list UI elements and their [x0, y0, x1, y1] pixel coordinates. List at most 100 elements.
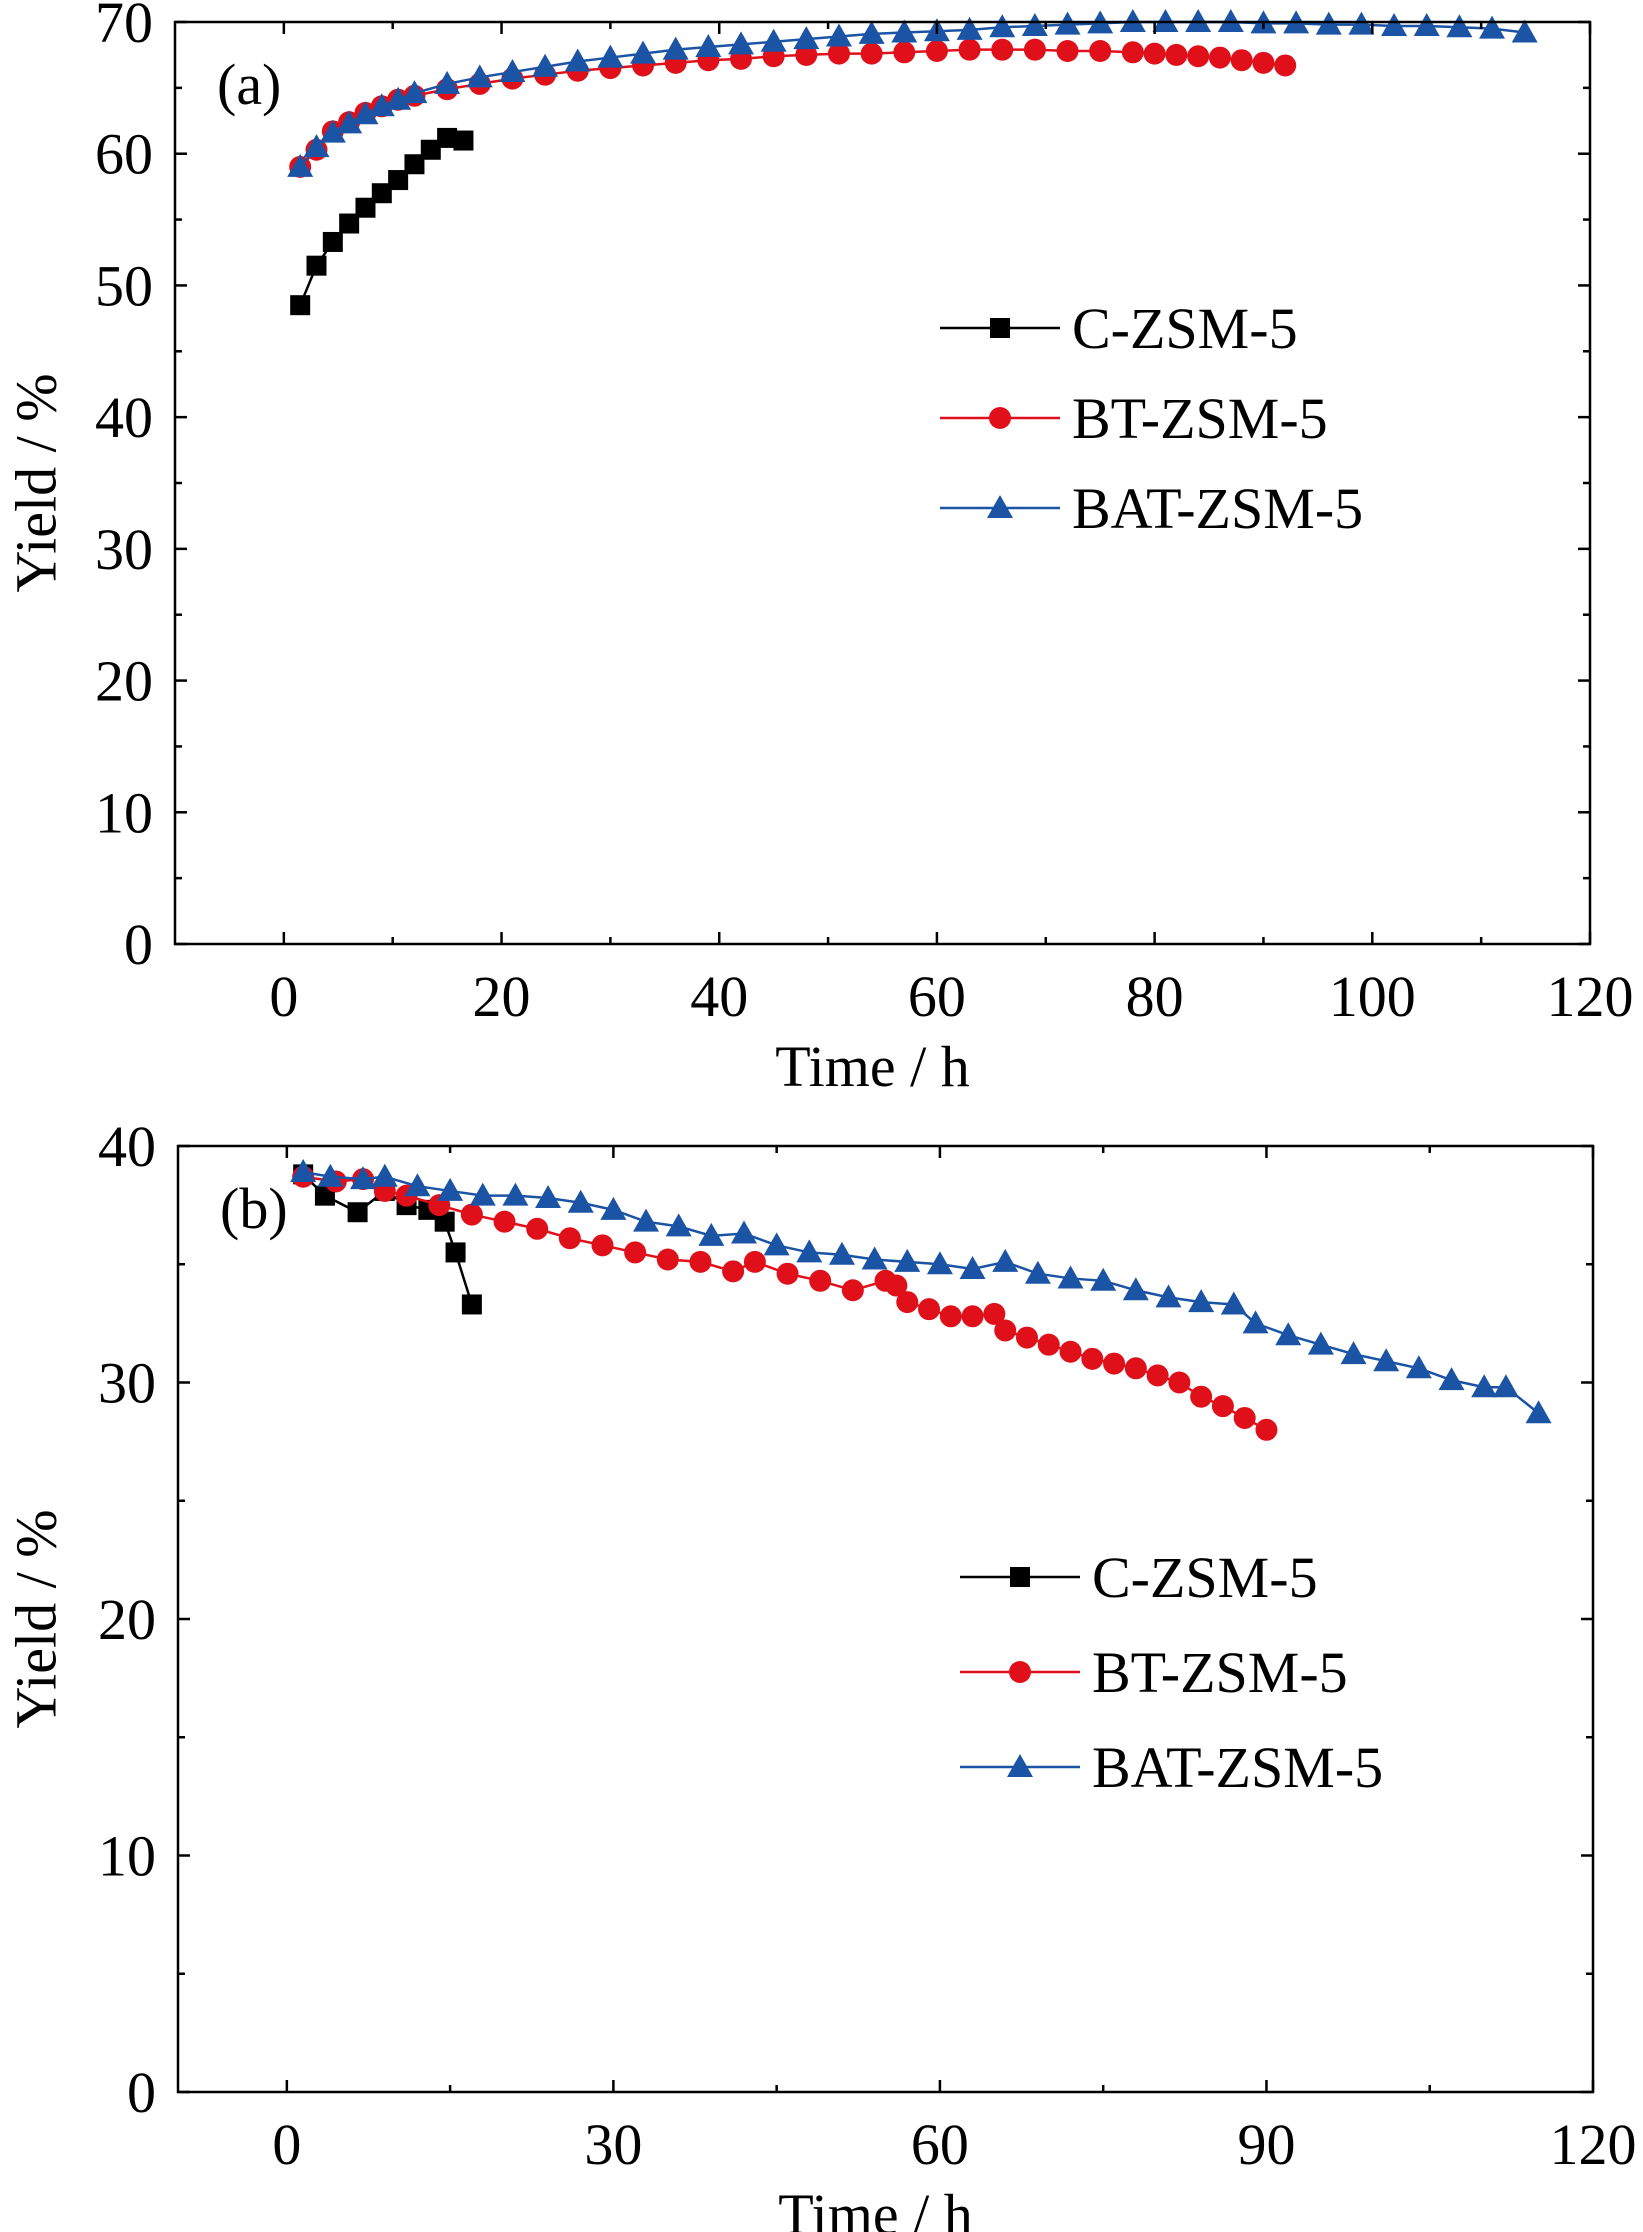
- data-point: [1211, 1395, 1234, 1418]
- data-point: [860, 42, 883, 65]
- data-point: [763, 1232, 790, 1256]
- legend-label: C-ZSM-5: [1072, 296, 1298, 361]
- y-tick-label: 30: [98, 1351, 156, 1416]
- data-point: [290, 295, 311, 316]
- x-tick-label: 120: [1550, 2112, 1637, 2177]
- data-point: [526, 1217, 549, 1240]
- legend-marker: [1009, 1661, 1031, 1683]
- series-BAT-ZSM-5: [290, 1159, 1552, 1424]
- data-point: [1373, 1348, 1400, 1372]
- data-point: [347, 1202, 368, 1223]
- data-point: [992, 1248, 1019, 1272]
- legend-marker: [1007, 1754, 1033, 1777]
- data-point: [665, 1213, 692, 1237]
- legend: C-ZSM-5 BT-ZSM-5 BAT-ZSM-5: [940, 296, 1363, 541]
- legend-marker: [1010, 1567, 1030, 1587]
- y-axis-title: Yield / %: [3, 1509, 68, 1728]
- plot-frame: [173, 20, 1592, 946]
- panel-label: (b): [220, 1176, 288, 1241]
- data-point: [698, 1222, 725, 1246]
- data-point: [1121, 41, 1144, 64]
- data-point: [825, 23, 852, 47]
- data-point: [1208, 46, 1231, 69]
- data-point: [760, 28, 787, 52]
- x-tick-label: 40: [690, 964, 748, 1029]
- data-point: [885, 1274, 908, 1297]
- x-tick-label: 80: [1126, 964, 1184, 1029]
- data-point: [896, 1291, 919, 1314]
- data-point: [1275, 1322, 1302, 1346]
- data-point: [630, 40, 657, 64]
- x-tick-label: 0: [269, 964, 298, 1029]
- data-point: [434, 1211, 455, 1232]
- data-point: [437, 127, 458, 148]
- data-point: [633, 1208, 660, 1232]
- data-point: [434, 70, 461, 94]
- data-point: [306, 255, 327, 276]
- legend-label: BAT-ZSM-5: [1072, 476, 1363, 541]
- data-point: [1413, 12, 1440, 36]
- data-point: [731, 1220, 757, 1244]
- data-point: [1233, 1406, 1256, 1429]
- data-point: [287, 153, 314, 177]
- panel-b: 0 30 60 90 120 0 10 20 30 40 Time / h Yield / % (b) C…: [3, 1114, 1636, 2232]
- data-point: [1089, 39, 1112, 62]
- data-point: [355, 197, 376, 218]
- x-tick-label: 60: [911, 2112, 969, 2177]
- data-point: [591, 1234, 614, 1257]
- x-tick-label: 90: [1237, 2112, 1295, 2177]
- data-point: [841, 1279, 864, 1302]
- series-line: [299, 20, 1525, 168]
- data-point: [918, 1298, 941, 1321]
- data-point: [303, 134, 330, 158]
- data-point: [893, 41, 916, 64]
- data-point: [939, 1305, 962, 1328]
- data-point: [1252, 51, 1275, 74]
- data-point: [460, 1203, 483, 1226]
- data-point: [385, 86, 412, 110]
- data-point: [1056, 39, 1079, 62]
- x-axis-title: Time / h: [778, 2182, 972, 2232]
- data-point: [1146, 1364, 1169, 1387]
- data-point: [695, 34, 722, 58]
- data-point: [336, 110, 363, 134]
- x-tick-label: 100: [1329, 964, 1416, 1029]
- data-point: [994, 1319, 1017, 1342]
- data-point: [925, 39, 948, 62]
- data-point: [567, 1189, 594, 1213]
- data-point: [1405, 1355, 1432, 1379]
- data-point: [317, 1163, 344, 1187]
- data-point: [1525, 1400, 1552, 1424]
- data-point: [796, 1239, 823, 1263]
- data-point: [371, 1163, 398, 1187]
- data-point: [722, 1260, 745, 1283]
- data-point: [1255, 1418, 1278, 1441]
- data-point: [1057, 1265, 1084, 1289]
- data-point: [1122, 1277, 1149, 1301]
- data-point: [1124, 1357, 1147, 1380]
- series-line: [299, 136, 464, 306]
- y-tick-label: 30: [95, 517, 153, 582]
- data-point: [1242, 1310, 1269, 1334]
- data-point: [1103, 1352, 1126, 1375]
- y-tick-label: 60: [95, 122, 153, 187]
- data-point: [689, 1250, 712, 1273]
- data-point: [1190, 1385, 1213, 1408]
- data-point: [1081, 1347, 1104, 1370]
- y-tick-label: 10: [95, 780, 153, 845]
- data-point: [926, 1251, 953, 1275]
- data-point: [1090, 1267, 1117, 1291]
- legend-label: BT-ZSM-5: [1072, 386, 1328, 451]
- data-point: [558, 1227, 581, 1250]
- data-point: [1230, 49, 1253, 72]
- data-point: [1381, 12, 1408, 36]
- data-point: [493, 1210, 516, 1233]
- data-point: [1438, 1367, 1465, 1391]
- data-point: [1021, 12, 1048, 36]
- data-point: [437, 1177, 464, 1201]
- data-point: [656, 1248, 679, 1271]
- data-point: [1479, 15, 1506, 39]
- data-point: [624, 1241, 647, 1264]
- data-point: [1217, 9, 1244, 32]
- data-point: [499, 59, 526, 83]
